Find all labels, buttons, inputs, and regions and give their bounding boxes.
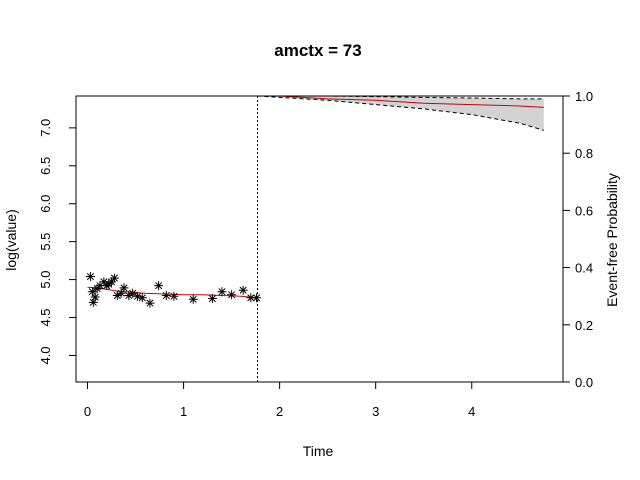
x-tick-label: 1 [180,404,187,419]
y-right-tick-label: 0.2 [575,318,593,333]
y-axis-right-label: Event-free Probability [604,173,620,307]
observed-point [112,291,122,301]
x-tick-label: 0 [84,404,91,419]
observed-points-layer [85,272,262,308]
observed-point [161,291,171,301]
y-right-tick-label: 1.0 [575,89,593,104]
x-tick-label: 3 [372,404,379,419]
y-left-tick-label: 7.0 [38,119,53,137]
observed-point [154,281,164,291]
observed-point [238,285,248,295]
y-left-tick-label: 4.0 [38,346,53,364]
observed-point [227,290,237,300]
y-axis-left: 4.0 4.5 5.0 5.5 6.0 6.5 7.0 [38,119,77,364]
fitted-trajectory-line [87,286,258,299]
y-left-tick-label: 5.5 [38,233,53,251]
observed-point [128,288,138,298]
observed-point [246,293,256,303]
observed-point [145,298,155,308]
band-lower-line [257,95,544,131]
observed-point [169,291,179,301]
observed-point [207,294,217,304]
y-right-tick-label: 0.6 [575,203,593,218]
x-axis: 0 1 2 3 4 [84,381,475,419]
y-axis-left-label: log(value) [3,209,19,270]
observed-point [88,297,98,307]
y-right-tick-label: 0.8 [575,146,593,161]
observed-point [124,291,134,301]
y-left-tick-label: 6.5 [38,157,53,175]
y-left-tick-label: 5.0 [38,271,53,289]
observed-point [90,292,100,302]
observed-point [132,291,142,301]
observed-point [137,293,147,303]
observed-point [119,283,129,293]
x-tick-label: 2 [276,404,283,419]
observed-point [87,287,97,297]
y-axis-right: 0.0 0.2 0.4 0.6 0.8 1.0 [562,89,593,390]
observed-point [85,272,95,282]
observed-point [109,273,119,283]
x-axis-label: Time [303,443,334,459]
y-right-tick-label: 0.0 [575,375,593,390]
observed-point [217,287,227,297]
y-left-tick-label: 6.0 [38,195,53,213]
observed-point [252,293,262,303]
chart-title: amctx = 73 [274,41,361,60]
observed-point [99,277,109,287]
observed-point [95,281,105,291]
observed-point [188,294,198,304]
observed-point [107,277,117,287]
y-left-tick-label: 4.5 [38,308,53,326]
observed-point [116,288,126,298]
x-tick-label: 4 [468,404,475,419]
y-right-tick-label: 0.4 [575,261,593,276]
